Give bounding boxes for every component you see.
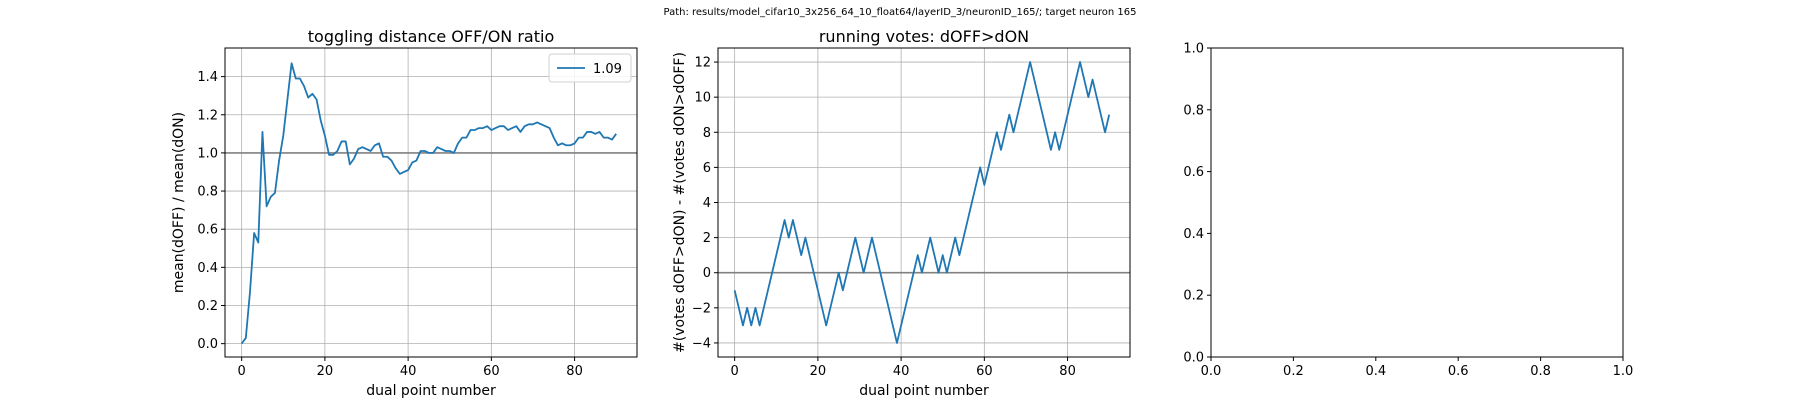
y-tick-label: 0.6 <box>197 223 218 238</box>
x-axis-label: dual point number <box>859 383 989 399</box>
y-tick-label: 0.4 <box>1183 227 1204 242</box>
y-tick-label: 0.6 <box>1183 165 1204 180</box>
y-tick-label: 0 <box>703 266 711 281</box>
y-tick-label: −2 <box>692 301 711 316</box>
y-tick-label: 0.4 <box>197 261 218 276</box>
legend: 1.09 <box>548 53 632 83</box>
x-tick-label: 0.4 <box>1365 364 1386 379</box>
y-tick-label: 0.0 <box>197 337 218 352</box>
x-tick-label: 20 <box>317 364 334 379</box>
y-tick-label: 1.4 <box>197 70 218 85</box>
x-tick-label: 0 <box>238 364 246 379</box>
y-tick-label: 0.2 <box>1183 289 1204 304</box>
y-tick-label: 1.2 <box>197 108 218 123</box>
chart-title: running votes: dOFF>dON <box>819 27 1029 46</box>
x-tick-label: 40 <box>400 364 417 379</box>
y-axis-label: #(votes dOFF>dON) - #(votes dON>dOFF) <box>672 52 688 353</box>
x-tick-label: 0.0 <box>1201 364 1222 379</box>
y-tick-label: 0.8 <box>1183 103 1204 118</box>
y-tick-label: −4 <box>692 336 711 351</box>
x-tick-label: 60 <box>483 364 500 379</box>
x-tick-label: 0 <box>731 364 739 379</box>
x-axis-label: dual point number <box>366 383 496 399</box>
y-tick-label: 0.8 <box>197 185 218 200</box>
y-axis-label: mean(dOFF) / mean(dON) <box>171 112 187 293</box>
x-tick-label: 60 <box>976 364 993 379</box>
axes-frame <box>1210 47 1624 358</box>
chart-panel-1: 0 20 40 60 80 0.0 0.2 0.4 0.6 0.8 1.0 1.2 1.4 togglin… <box>171 27 638 399</box>
x-tick-label: 1.0 <box>1613 364 1634 379</box>
y-tick-label: 4 <box>703 196 711 211</box>
y-tick-label: 1.0 <box>1183 42 1204 57</box>
y-tick-label: 10 <box>694 91 711 106</box>
legend-box <box>548 53 632 83</box>
x-tick-label: 0.6 <box>1448 364 1469 379</box>
y-tick-label: 6 <box>703 161 711 176</box>
suptitle: Path: results/model_cifar10_3x256_64_10_… <box>664 7 1137 18</box>
chart-panel-2: 0 20 40 60 80 −4 −2 0 2 4 6 8 10 12 running votes: dOF… <box>672 27 1131 399</box>
x-tick-label: 20 <box>810 364 827 379</box>
legend-label: 1.09 <box>593 62 622 77</box>
y-tick-label: 12 <box>694 56 711 71</box>
axes-frame <box>224 47 638 358</box>
y-tick-label: 0.2 <box>197 299 218 314</box>
x-tick-label: 40 <box>893 364 910 379</box>
x-tick-label: 80 <box>1059 364 1076 379</box>
chart-title: toggling distance OFF/ON ratio <box>308 27 554 46</box>
series-line-1 <box>733 61 1111 344</box>
y-tick-label: 1.0 <box>197 146 218 161</box>
x-tick-label: 0.2 <box>1283 364 1304 379</box>
y-tick-label: 0.0 <box>1183 351 1204 366</box>
y-tick-label: 8 <box>703 126 711 141</box>
y-tick-label: 2 <box>703 231 711 246</box>
x-tick-label: 0.8 <box>1530 364 1551 379</box>
chart-panel-3: 0.0 0.2 0.4 0.6 0.8 1.0 0.0 0.2 0.4 0.6 0.8 1.0 <box>1183 42 1633 380</box>
x-tick-label: 80 <box>566 364 583 379</box>
series-line-1 <box>240 62 617 345</box>
